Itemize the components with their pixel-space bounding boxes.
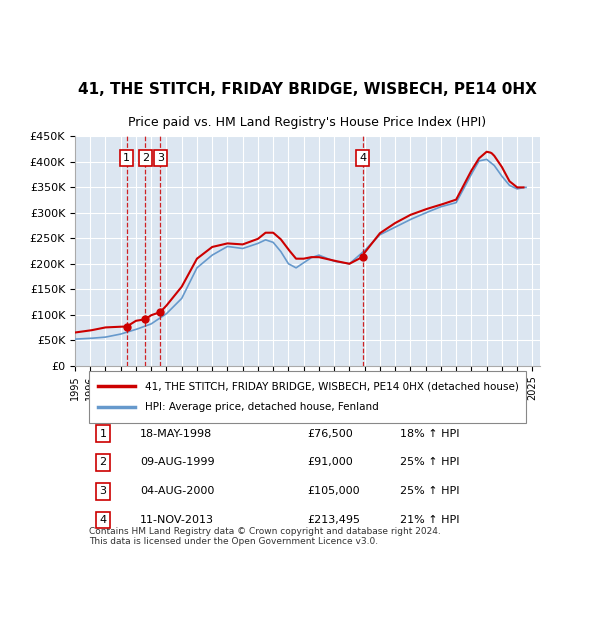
Text: 18-MAY-1998: 18-MAY-1998: [140, 428, 212, 438]
Text: HPI: Average price, detached house, Fenland: HPI: Average price, detached house, Fenl…: [145, 402, 379, 412]
Text: £105,000: £105,000: [308, 486, 360, 496]
Text: £76,500: £76,500: [308, 428, 353, 438]
Text: 1: 1: [100, 428, 106, 438]
Text: 3: 3: [157, 153, 164, 163]
Text: 11-NOV-2013: 11-NOV-2013: [140, 515, 214, 525]
Text: 4: 4: [359, 153, 366, 163]
Text: 21% ↑ HPI: 21% ↑ HPI: [401, 515, 460, 525]
Text: 4: 4: [100, 515, 106, 525]
Text: £213,495: £213,495: [308, 515, 361, 525]
Text: 09-AUG-1999: 09-AUG-1999: [140, 458, 215, 467]
Text: 41, THE STITCH, FRIDAY BRIDGE, WISBECH, PE14 0HX: 41, THE STITCH, FRIDAY BRIDGE, WISBECH, …: [78, 82, 537, 97]
Text: 2: 2: [142, 153, 149, 163]
Text: 25% ↑ HPI: 25% ↑ HPI: [401, 486, 460, 496]
Text: 18% ↑ HPI: 18% ↑ HPI: [401, 428, 460, 438]
Text: 3: 3: [100, 486, 106, 496]
Text: 1: 1: [123, 153, 130, 163]
Text: Contains HM Land Registry data © Crown copyright and database right 2024.
This d: Contains HM Land Registry data © Crown c…: [89, 527, 440, 546]
Text: Price paid vs. HM Land Registry's House Price Index (HPI): Price paid vs. HM Land Registry's House …: [128, 117, 487, 130]
FancyBboxPatch shape: [89, 371, 526, 423]
Text: 2: 2: [100, 458, 106, 467]
Text: £91,000: £91,000: [308, 458, 353, 467]
Text: 04-AUG-2000: 04-AUG-2000: [140, 486, 214, 496]
Text: 41, THE STITCH, FRIDAY BRIDGE, WISBECH, PE14 0HX (detached house): 41, THE STITCH, FRIDAY BRIDGE, WISBECH, …: [145, 381, 518, 391]
Text: 25% ↑ HPI: 25% ↑ HPI: [401, 458, 460, 467]
